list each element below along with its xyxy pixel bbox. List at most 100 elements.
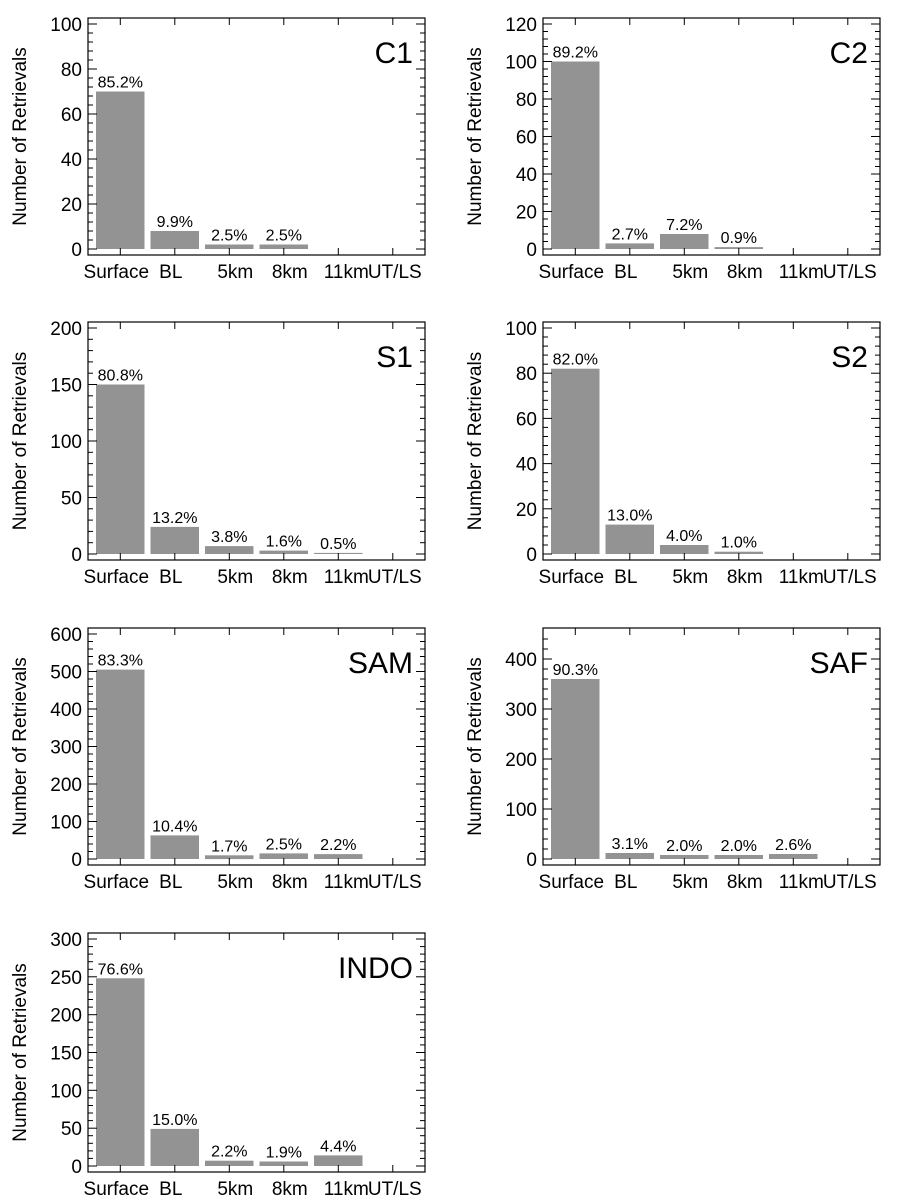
data-label: 2.2% bbox=[320, 837, 356, 854]
bar-8km bbox=[259, 244, 308, 249]
data-label: 3.1% bbox=[612, 836, 648, 853]
bar-bl bbox=[150, 1128, 199, 1166]
x-tick-label: 5km bbox=[217, 1179, 253, 1200]
bar-surface bbox=[96, 669, 145, 859]
data-label: 2.5% bbox=[266, 228, 302, 245]
x-tick-label: UT/LS bbox=[823, 872, 877, 893]
x-tick-label: UT/LS bbox=[823, 567, 877, 588]
data-label: 1.9% bbox=[266, 1145, 302, 1162]
y-tick-label: 60 bbox=[61, 105, 82, 126]
y-tick-label: 60 bbox=[516, 128, 537, 149]
y-tick-label: 150 bbox=[50, 1044, 82, 1065]
x-tick-label: BL bbox=[614, 872, 637, 893]
y-axis-label: Number of Retrievals bbox=[465, 352, 486, 530]
y-tick-label: 0 bbox=[526, 240, 537, 261]
x-tick-label: 5km bbox=[217, 262, 253, 283]
data-label: 0.5% bbox=[320, 536, 356, 553]
panel-title: S1 bbox=[376, 341, 413, 374]
bar-bl bbox=[605, 853, 654, 859]
y-tick-label: 0 bbox=[71, 850, 82, 871]
y-tick-label: 20 bbox=[61, 195, 82, 216]
bar-bl bbox=[150, 526, 199, 554]
y-tick-label: 100 bbox=[50, 15, 82, 36]
x-tick-label: 11km bbox=[779, 567, 824, 588]
y-tick-label: 100 bbox=[505, 53, 537, 74]
y-tick-label: 300 bbox=[50, 930, 82, 951]
bar-surface bbox=[551, 679, 600, 859]
data-label: 2.0% bbox=[666, 838, 702, 855]
chart-panel-saf: 90.3% 3.1% 2.0% 2.0% 2.6% 0 100 200 300 400 Surfac… bbox=[465, 627, 881, 893]
y-tick-label: 80 bbox=[61, 60, 82, 81]
bar-8km bbox=[259, 1161, 308, 1166]
y-tick-label: 40 bbox=[516, 455, 537, 476]
data-label: 89.2% bbox=[553, 45, 598, 62]
panel-title: INDO bbox=[338, 952, 413, 985]
data-label: 0.9% bbox=[721, 230, 757, 247]
y-axis-label: Number of Retrievals bbox=[465, 657, 486, 835]
x-tick-label: UT/LS bbox=[368, 262, 422, 283]
data-label: 2.2% bbox=[211, 1144, 247, 1161]
y-tick-label: 100 bbox=[505, 800, 537, 821]
bar-5km bbox=[660, 234, 709, 249]
x-tick-label: 8km bbox=[272, 567, 308, 588]
data-label: 2.5% bbox=[211, 228, 247, 245]
y-tick-label: 20 bbox=[516, 203, 537, 224]
data-label: 1.0% bbox=[721, 535, 757, 552]
x-tick-label: 11km bbox=[324, 567, 369, 588]
data-label: 1.6% bbox=[266, 534, 302, 551]
x-tick-label: BL bbox=[159, 567, 182, 588]
x-tick-label: 11km bbox=[324, 262, 369, 283]
x-tick-label: Surface bbox=[84, 1179, 149, 1200]
x-tick-label: 11km bbox=[324, 1179, 369, 1200]
data-label: 80.8% bbox=[98, 368, 143, 385]
chart-panel-sam: 83.3% 10.4% 1.7% 2.5% 2.2% 0 100 200 300 400 500 60… bbox=[10, 625, 426, 893]
x-tick-label: UT/LS bbox=[368, 872, 422, 893]
data-label: 13.0% bbox=[607, 508, 652, 525]
y-tick-label: 200 bbox=[50, 775, 82, 796]
chart-panel-indo: 76.6% 15.0% 2.2% 1.9% 4.4% 0 50 100 150 200 250 300… bbox=[10, 930, 426, 1200]
y-tick-label: 400 bbox=[50, 700, 82, 721]
y-tick-label: 20 bbox=[516, 500, 537, 521]
bar-5km bbox=[205, 546, 254, 554]
bar-surface bbox=[551, 368, 600, 554]
y-tick-label: 100 bbox=[50, 1081, 82, 1102]
bar-8km bbox=[259, 853, 308, 859]
x-tick-label: 5km bbox=[672, 872, 708, 893]
x-tick-label: BL bbox=[159, 1179, 182, 1200]
y-tick-label: 120 bbox=[505, 15, 537, 36]
y-tick-label: 40 bbox=[61, 150, 82, 171]
x-tick-label: Surface bbox=[539, 872, 604, 893]
y-tick-label: 200 bbox=[505, 750, 537, 771]
bar-11km bbox=[314, 854, 363, 859]
chart-panel-c1: 85.2% 9.9% 2.5% 2.5% 0 20 40 60 80 100 Surface BL 5k… bbox=[10, 15, 426, 283]
x-tick-label: 5km bbox=[217, 567, 253, 588]
data-label: 2.0% bbox=[721, 838, 757, 855]
data-label: 90.3% bbox=[553, 662, 598, 679]
y-tick-label: 50 bbox=[61, 1119, 82, 1140]
data-label: 2.6% bbox=[775, 837, 811, 854]
x-tick-label: 5km bbox=[217, 872, 253, 893]
x-tick-label: 11km bbox=[324, 872, 369, 893]
bar-8km bbox=[259, 550, 308, 554]
bar-surface bbox=[96, 384, 145, 554]
bar-surface bbox=[96, 91, 145, 249]
axes-frame bbox=[542, 627, 881, 866]
chart-panel-s1: 80.8% 13.2% 3.8% 1.6% 0.5% 0 50 100 150 200 Surfac… bbox=[10, 319, 426, 588]
bar-bl bbox=[150, 835, 199, 859]
x-tick-label: 5km bbox=[672, 262, 708, 283]
bar-8km bbox=[714, 551, 763, 554]
y-tick-label: 0 bbox=[526, 850, 537, 871]
y-tick-label: 0 bbox=[71, 545, 82, 566]
y-axis-label: Number of Retrievals bbox=[10, 47, 31, 225]
axes-frame bbox=[542, 321, 881, 561]
bar-bl bbox=[605, 243, 654, 249]
data-label: 3.8% bbox=[211, 529, 247, 546]
y-axis-label: Number of Retrievals bbox=[465, 47, 486, 225]
x-tick-label: 11km bbox=[779, 872, 824, 893]
y-tick-label: 100 bbox=[50, 432, 82, 453]
y-tick-label: 0 bbox=[71, 1157, 82, 1178]
x-tick-label: BL bbox=[614, 262, 637, 283]
y-tick-label: 600 bbox=[50, 625, 82, 646]
x-tick-label: Surface bbox=[539, 567, 604, 588]
